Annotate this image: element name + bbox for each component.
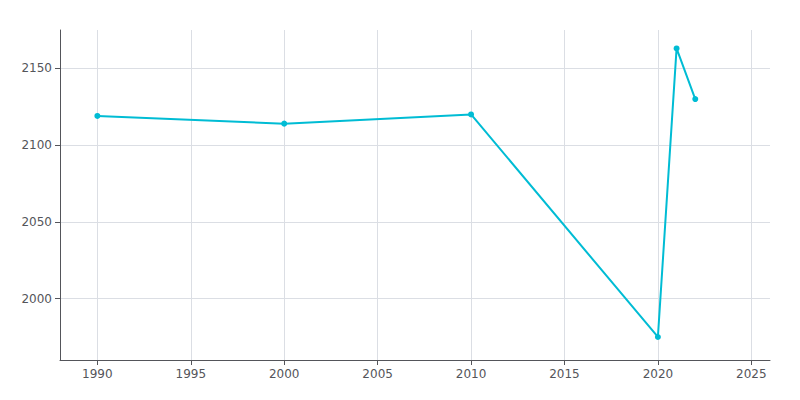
svg-text:2005: 2005 bbox=[362, 367, 393, 381]
svg-text:2150: 2150 bbox=[21, 61, 52, 75]
svg-text:1990: 1990 bbox=[82, 367, 113, 381]
svg-text:2000: 2000 bbox=[21, 292, 52, 306]
svg-text:2000: 2000 bbox=[269, 367, 300, 381]
svg-text:2025: 2025 bbox=[736, 367, 767, 381]
svg-text:2020: 2020 bbox=[643, 367, 674, 381]
svg-text:2050: 2050 bbox=[21, 215, 52, 229]
svg-text:2100: 2100 bbox=[21, 138, 52, 152]
svg-text:1995: 1995 bbox=[176, 367, 207, 381]
svg-text:2010: 2010 bbox=[456, 367, 487, 381]
svg-text:2015: 2015 bbox=[549, 367, 580, 381]
